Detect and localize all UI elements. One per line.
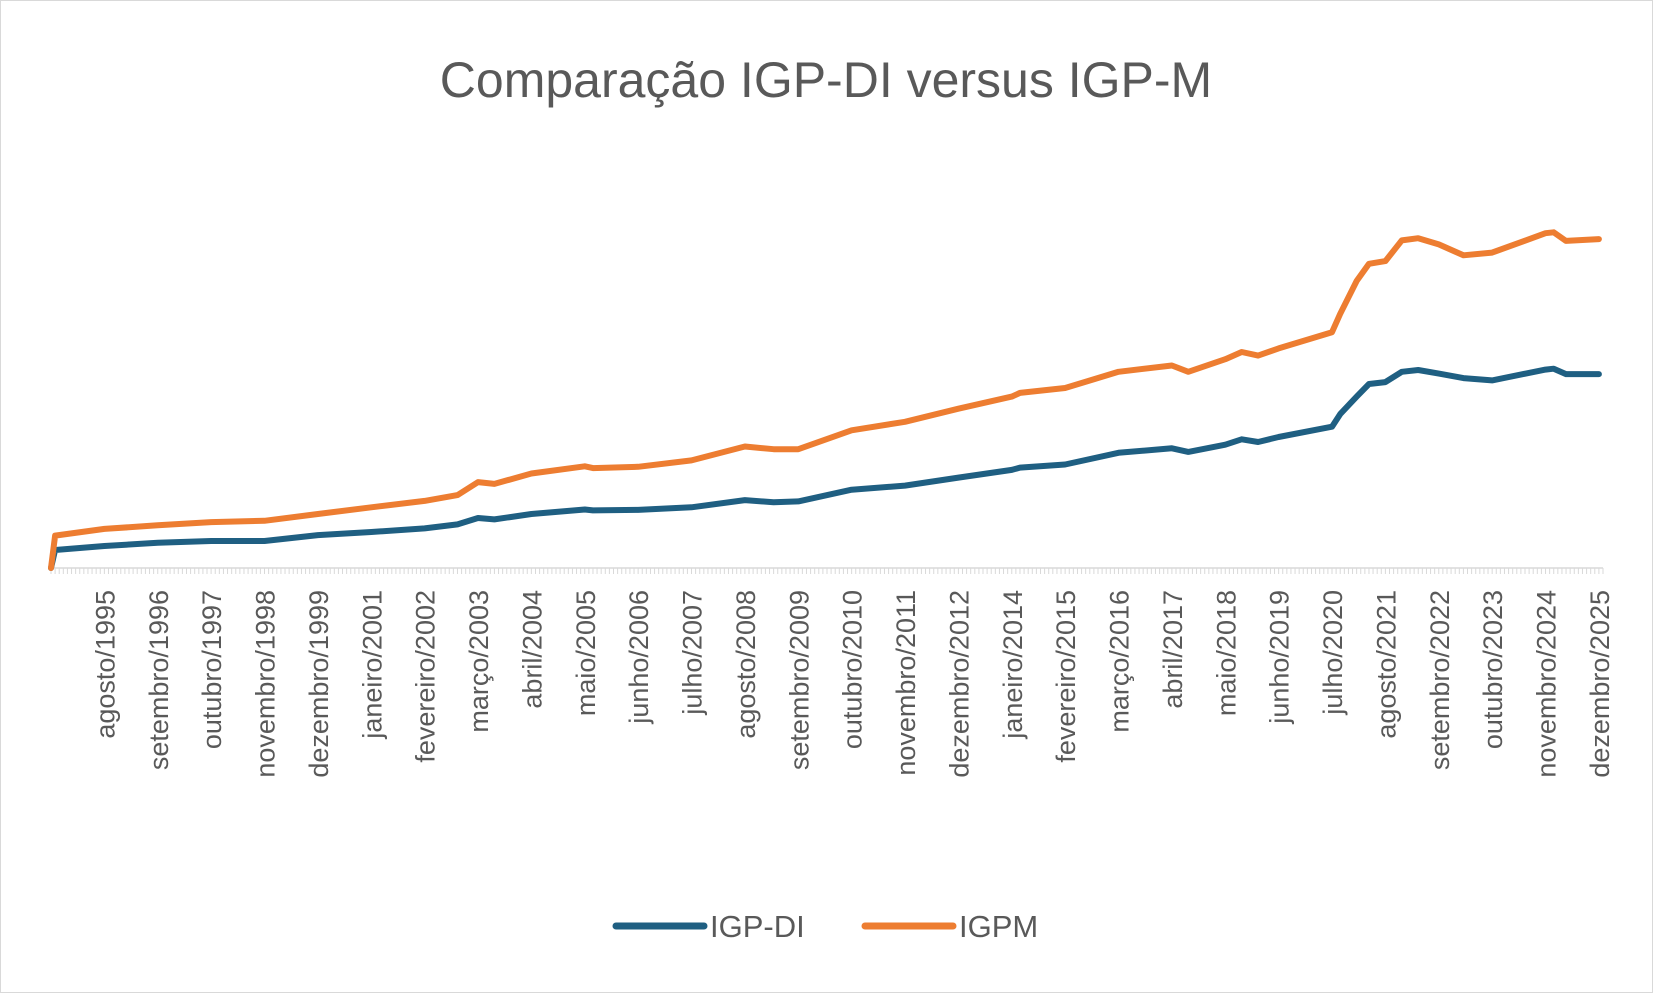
x-tick-label: janeiro/2014 — [998, 590, 1028, 740]
legend-item-igp-di: IGP-DI — [612, 909, 805, 944]
chart-title: Comparação IGP-DI versus IGP-M — [440, 52, 1212, 108]
x-tick-label: março/2003 — [464, 590, 494, 733]
series-line-igp-di — [48, 365, 1602, 571]
legend-item-igpm: IGPM — [861, 909, 1038, 944]
x-tick-label: agosto/1995 — [90, 590, 120, 739]
x-tick-label: maio/2018 — [1211, 590, 1241, 716]
x-tick-label: fevereiro/2015 — [1051, 590, 1081, 763]
x-tick-label: outubro/2023 — [1478, 590, 1508, 749]
x-tick-label: outubro/1997 — [197, 590, 227, 749]
x-tick-label: abril/2004 — [517, 590, 547, 709]
x-tick-label: outubro/2010 — [838, 590, 868, 749]
x-tick-label: julho/2020 — [1318, 590, 1348, 716]
series-lines — [48, 229, 1602, 571]
x-tick-label: dezembro/2025 — [1585, 590, 1615, 778]
x-tick-label: janeiro/2001 — [357, 590, 387, 740]
x-tick-label: novembro/2011 — [891, 590, 921, 776]
x-tick-label: dezembro/2012 — [944, 590, 974, 778]
x-tick-label: agosto/2008 — [731, 590, 761, 739]
x-tick-label: junho/2019 — [1265, 590, 1295, 725]
x-tick-label: novembro/2024 — [1532, 590, 1562, 778]
legend-label: IGP-DI — [710, 909, 805, 944]
x-tick-label: setembro/2009 — [784, 590, 814, 770]
x-tick-label: julho/2007 — [678, 590, 708, 716]
legend: IGP-DI IGPM — [612, 909, 1038, 944]
series-line-igpm — [48, 229, 1602, 571]
x-tick-label: junho/2006 — [624, 590, 654, 725]
legend-label: IGPM — [959, 909, 1038, 944]
x-tick-label: setembro/1996 — [144, 590, 174, 770]
x-tick-label: agosto/2021 — [1371, 590, 1401, 739]
x-tick-label: novembro/1998 — [251, 590, 281, 778]
x-tick-label: fevereiro/2002 — [411, 590, 441, 763]
x-tick-label: setembro/2022 — [1425, 590, 1455, 770]
x-tick-label: maio/2005 — [571, 590, 601, 716]
x-tick-label: março/2016 — [1105, 590, 1135, 733]
x-axis-labels: agosto/1995 setembro/1996 outubro/1997 nove… — [90, 590, 1615, 778]
x-tick-label: dezembro/1999 — [304, 590, 334, 778]
x-axis-ticks — [50, 568, 1604, 574]
x-tick-label: abril/2017 — [1158, 590, 1188, 709]
